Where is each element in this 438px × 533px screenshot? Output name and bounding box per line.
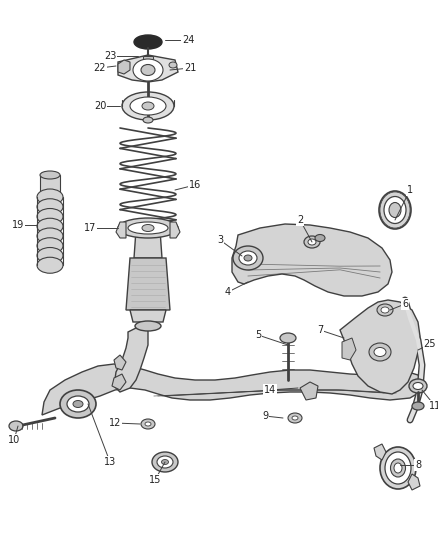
Polygon shape [116,222,126,238]
Text: 4: 4 [225,287,231,297]
Text: 17: 17 [84,223,96,233]
Ellipse shape [280,333,296,343]
Text: 9: 9 [262,411,268,421]
Polygon shape [232,224,392,296]
Text: 10: 10 [8,435,20,445]
Polygon shape [170,222,180,238]
Ellipse shape [380,447,416,489]
Text: 5: 5 [255,330,261,340]
Ellipse shape [134,35,162,49]
Polygon shape [126,258,170,310]
Text: 21: 21 [184,63,196,73]
Polygon shape [143,56,153,63]
Text: 1: 1 [407,185,413,195]
Ellipse shape [244,255,252,261]
Ellipse shape [73,400,83,408]
Polygon shape [114,355,126,370]
Ellipse shape [288,413,302,423]
Ellipse shape [9,421,23,431]
Text: 3: 3 [217,235,223,245]
Ellipse shape [369,343,391,361]
Ellipse shape [233,246,263,270]
Polygon shape [40,175,60,193]
Text: 7: 7 [317,325,323,335]
Ellipse shape [37,247,63,263]
Text: 24: 24 [182,35,194,45]
Text: 13: 13 [104,457,116,467]
Text: 14: 14 [264,385,276,395]
Ellipse shape [37,189,63,205]
Ellipse shape [162,459,169,464]
Text: 25: 25 [424,339,436,349]
Ellipse shape [118,218,178,238]
Text: 6: 6 [402,299,408,309]
Ellipse shape [413,383,423,390]
Polygon shape [42,364,422,415]
Polygon shape [374,444,386,460]
Text: 19: 19 [12,220,24,230]
Ellipse shape [381,307,389,313]
Text: 8: 8 [415,460,421,470]
Ellipse shape [389,203,401,217]
Text: 2: 2 [297,215,303,225]
Ellipse shape [412,402,424,410]
Ellipse shape [37,208,63,224]
Ellipse shape [292,416,298,420]
Polygon shape [134,230,162,258]
Ellipse shape [60,390,96,418]
Ellipse shape [239,251,257,265]
Text: 16: 16 [189,180,201,190]
Text: 12: 12 [109,418,121,428]
Ellipse shape [40,171,60,179]
Ellipse shape [304,236,320,248]
Ellipse shape [67,396,89,412]
Ellipse shape [152,452,178,472]
Ellipse shape [391,459,406,477]
Ellipse shape [37,199,63,215]
Polygon shape [408,474,420,490]
Polygon shape [112,374,126,390]
Ellipse shape [128,222,168,234]
Polygon shape [342,338,356,360]
Text: 22: 22 [94,63,106,73]
Ellipse shape [374,348,386,357]
Polygon shape [114,326,148,392]
Ellipse shape [394,463,402,473]
Ellipse shape [377,304,393,316]
Text: 20: 20 [94,101,106,111]
Ellipse shape [157,456,173,468]
Ellipse shape [37,228,63,244]
Ellipse shape [133,59,163,81]
Ellipse shape [37,257,63,273]
Ellipse shape [145,422,151,426]
Ellipse shape [143,117,153,123]
Ellipse shape [141,64,155,76]
Ellipse shape [409,379,427,393]
Ellipse shape [169,62,177,68]
Ellipse shape [142,224,154,231]
Ellipse shape [308,239,316,245]
Text: 23: 23 [104,51,116,61]
Ellipse shape [385,452,411,484]
Ellipse shape [141,419,155,429]
Ellipse shape [122,92,174,120]
Ellipse shape [379,191,411,229]
Ellipse shape [142,102,154,110]
Ellipse shape [135,321,161,331]
Polygon shape [130,310,166,322]
Polygon shape [340,300,420,394]
Polygon shape [118,60,130,74]
Ellipse shape [130,97,166,115]
Ellipse shape [37,218,63,234]
Text: 15: 15 [149,475,161,485]
Polygon shape [118,55,178,82]
Ellipse shape [37,238,63,254]
Ellipse shape [315,235,325,241]
Ellipse shape [384,197,406,223]
Polygon shape [300,382,318,400]
Text: 11: 11 [429,401,438,411]
